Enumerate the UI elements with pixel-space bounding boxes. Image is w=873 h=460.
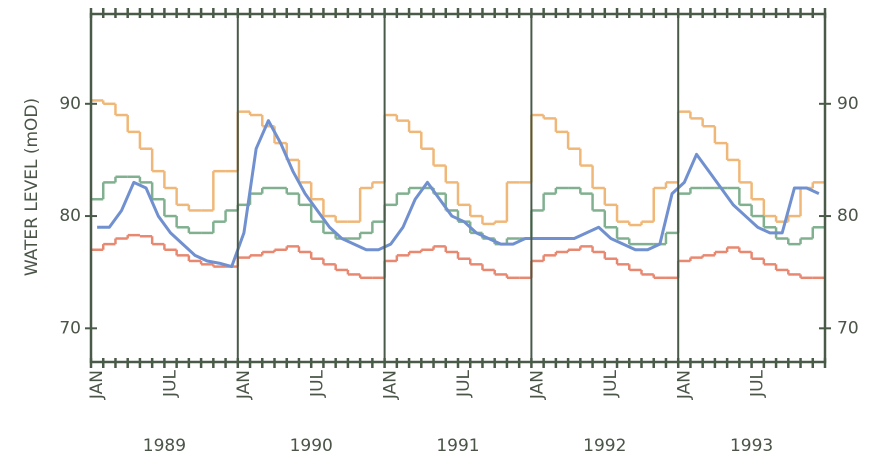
y-axis-title: WATER LEVEL (mOD) [22,98,42,276]
year-label: 1989 [143,436,186,456]
x-tick-label: JUL [454,369,474,397]
year-label: 1993 [730,436,773,456]
x-tick-label: JAN [87,370,107,400]
x-tick-label: JUL [748,369,768,397]
x-tick-label: JUL [601,369,621,397]
x-tick-label: JAN [381,370,401,400]
x-tick-label: JUL [307,369,327,397]
x-tick-label: JUL [161,369,181,397]
year-label: 1990 [290,436,333,456]
y-tick-label: 90 [837,94,859,114]
y-tick-label: 80 [59,206,81,226]
y-tick-label: 70 [837,318,859,338]
y-tick-label: 80 [837,206,859,226]
x-tick-label: JAN [528,370,548,400]
x-tick-label: JAN [234,370,254,400]
line [97,119,820,269]
year-label: 1991 [436,436,479,456]
y-tick-label: 70 [59,318,81,338]
x-tick-label: JAN [674,370,694,400]
y-tick-label: 90 [59,94,81,114]
year-label: 1992 [583,436,626,456]
